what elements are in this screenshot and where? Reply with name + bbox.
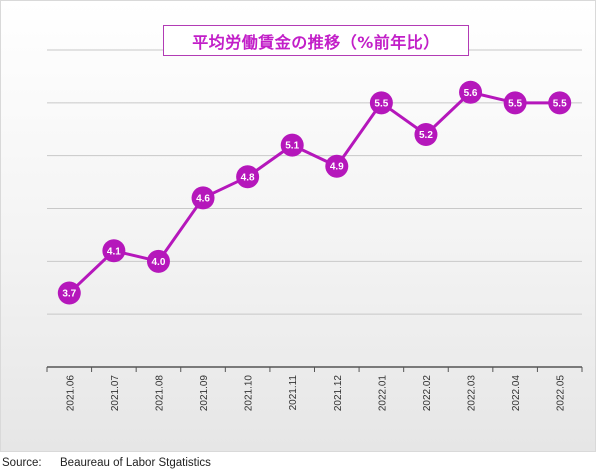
data-point-11 <box>548 91 572 115</box>
source-label: Source: <box>2 457 42 469</box>
data-label-5: 5.1 <box>285 141 299 152</box>
data-point-9 <box>459 80 483 104</box>
x-tick-label-8: 2022.02 <box>422 375 433 412</box>
chart-title: 平均労働賃金の推移（%前年比） <box>163 25 469 56</box>
data-point-6 <box>325 154 349 178</box>
data-point-8 <box>414 123 438 147</box>
data-label-4: 4.8 <box>241 172 255 183</box>
x-tick-label-11: 2022.05 <box>556 375 567 412</box>
data-label-8: 5.2 <box>419 130 433 141</box>
x-tick-label-0: 2021.06 <box>65 375 76 412</box>
data-label-9: 5.6 <box>464 88 478 99</box>
line-chart: 2021.06 2021.07 2021.08 2021.09 2021.10 2021.… <box>46 49 583 412</box>
data-label-1: 4.1 <box>107 246 121 257</box>
x-tick-label-1: 2021.07 <box>110 375 121 412</box>
data-point-3 <box>191 186 215 210</box>
data-point-4 <box>236 165 260 189</box>
data-point-7 <box>369 91 393 115</box>
x-tick-label-5: 2021.11 <box>288 375 299 411</box>
data-point-1 <box>102 239 126 263</box>
data-label-10: 5.5 <box>508 98 522 109</box>
data-label-2: 4.0 <box>152 257 166 268</box>
data-point-0 <box>57 281 81 305</box>
data-label-3: 4.6 <box>196 193 210 204</box>
x-tick-label-7: 2022.01 <box>377 375 388 412</box>
x-tick-label-2: 2021.08 <box>154 375 165 412</box>
data-label-7: 5.5 <box>374 98 388 109</box>
source-note: Source: Beaureau of Labor Stgatistics <box>2 457 211 469</box>
x-tick-label-6: 2021.12 <box>333 375 344 412</box>
data-label-6: 4.9 <box>330 162 344 173</box>
data-point-2 <box>146 249 170 273</box>
data-point-5 <box>280 133 304 157</box>
source-text: Beaureau of Labor Stgatistics <box>60 457 211 469</box>
x-tick-label-10: 2022.04 <box>511 375 522 412</box>
data-label-11: 5.5 <box>553 98 567 109</box>
x-tick-label-3: 2021.09 <box>199 375 210 412</box>
data-point-10 <box>503 91 527 115</box>
chart-frame <box>0 0 596 452</box>
data-label-0: 3.7 <box>62 289 76 300</box>
x-tick-label-4: 2021.10 <box>244 375 255 412</box>
x-tick-label-9: 2022.03 <box>467 375 478 412</box>
series-line-0 <box>68 90 560 295</box>
